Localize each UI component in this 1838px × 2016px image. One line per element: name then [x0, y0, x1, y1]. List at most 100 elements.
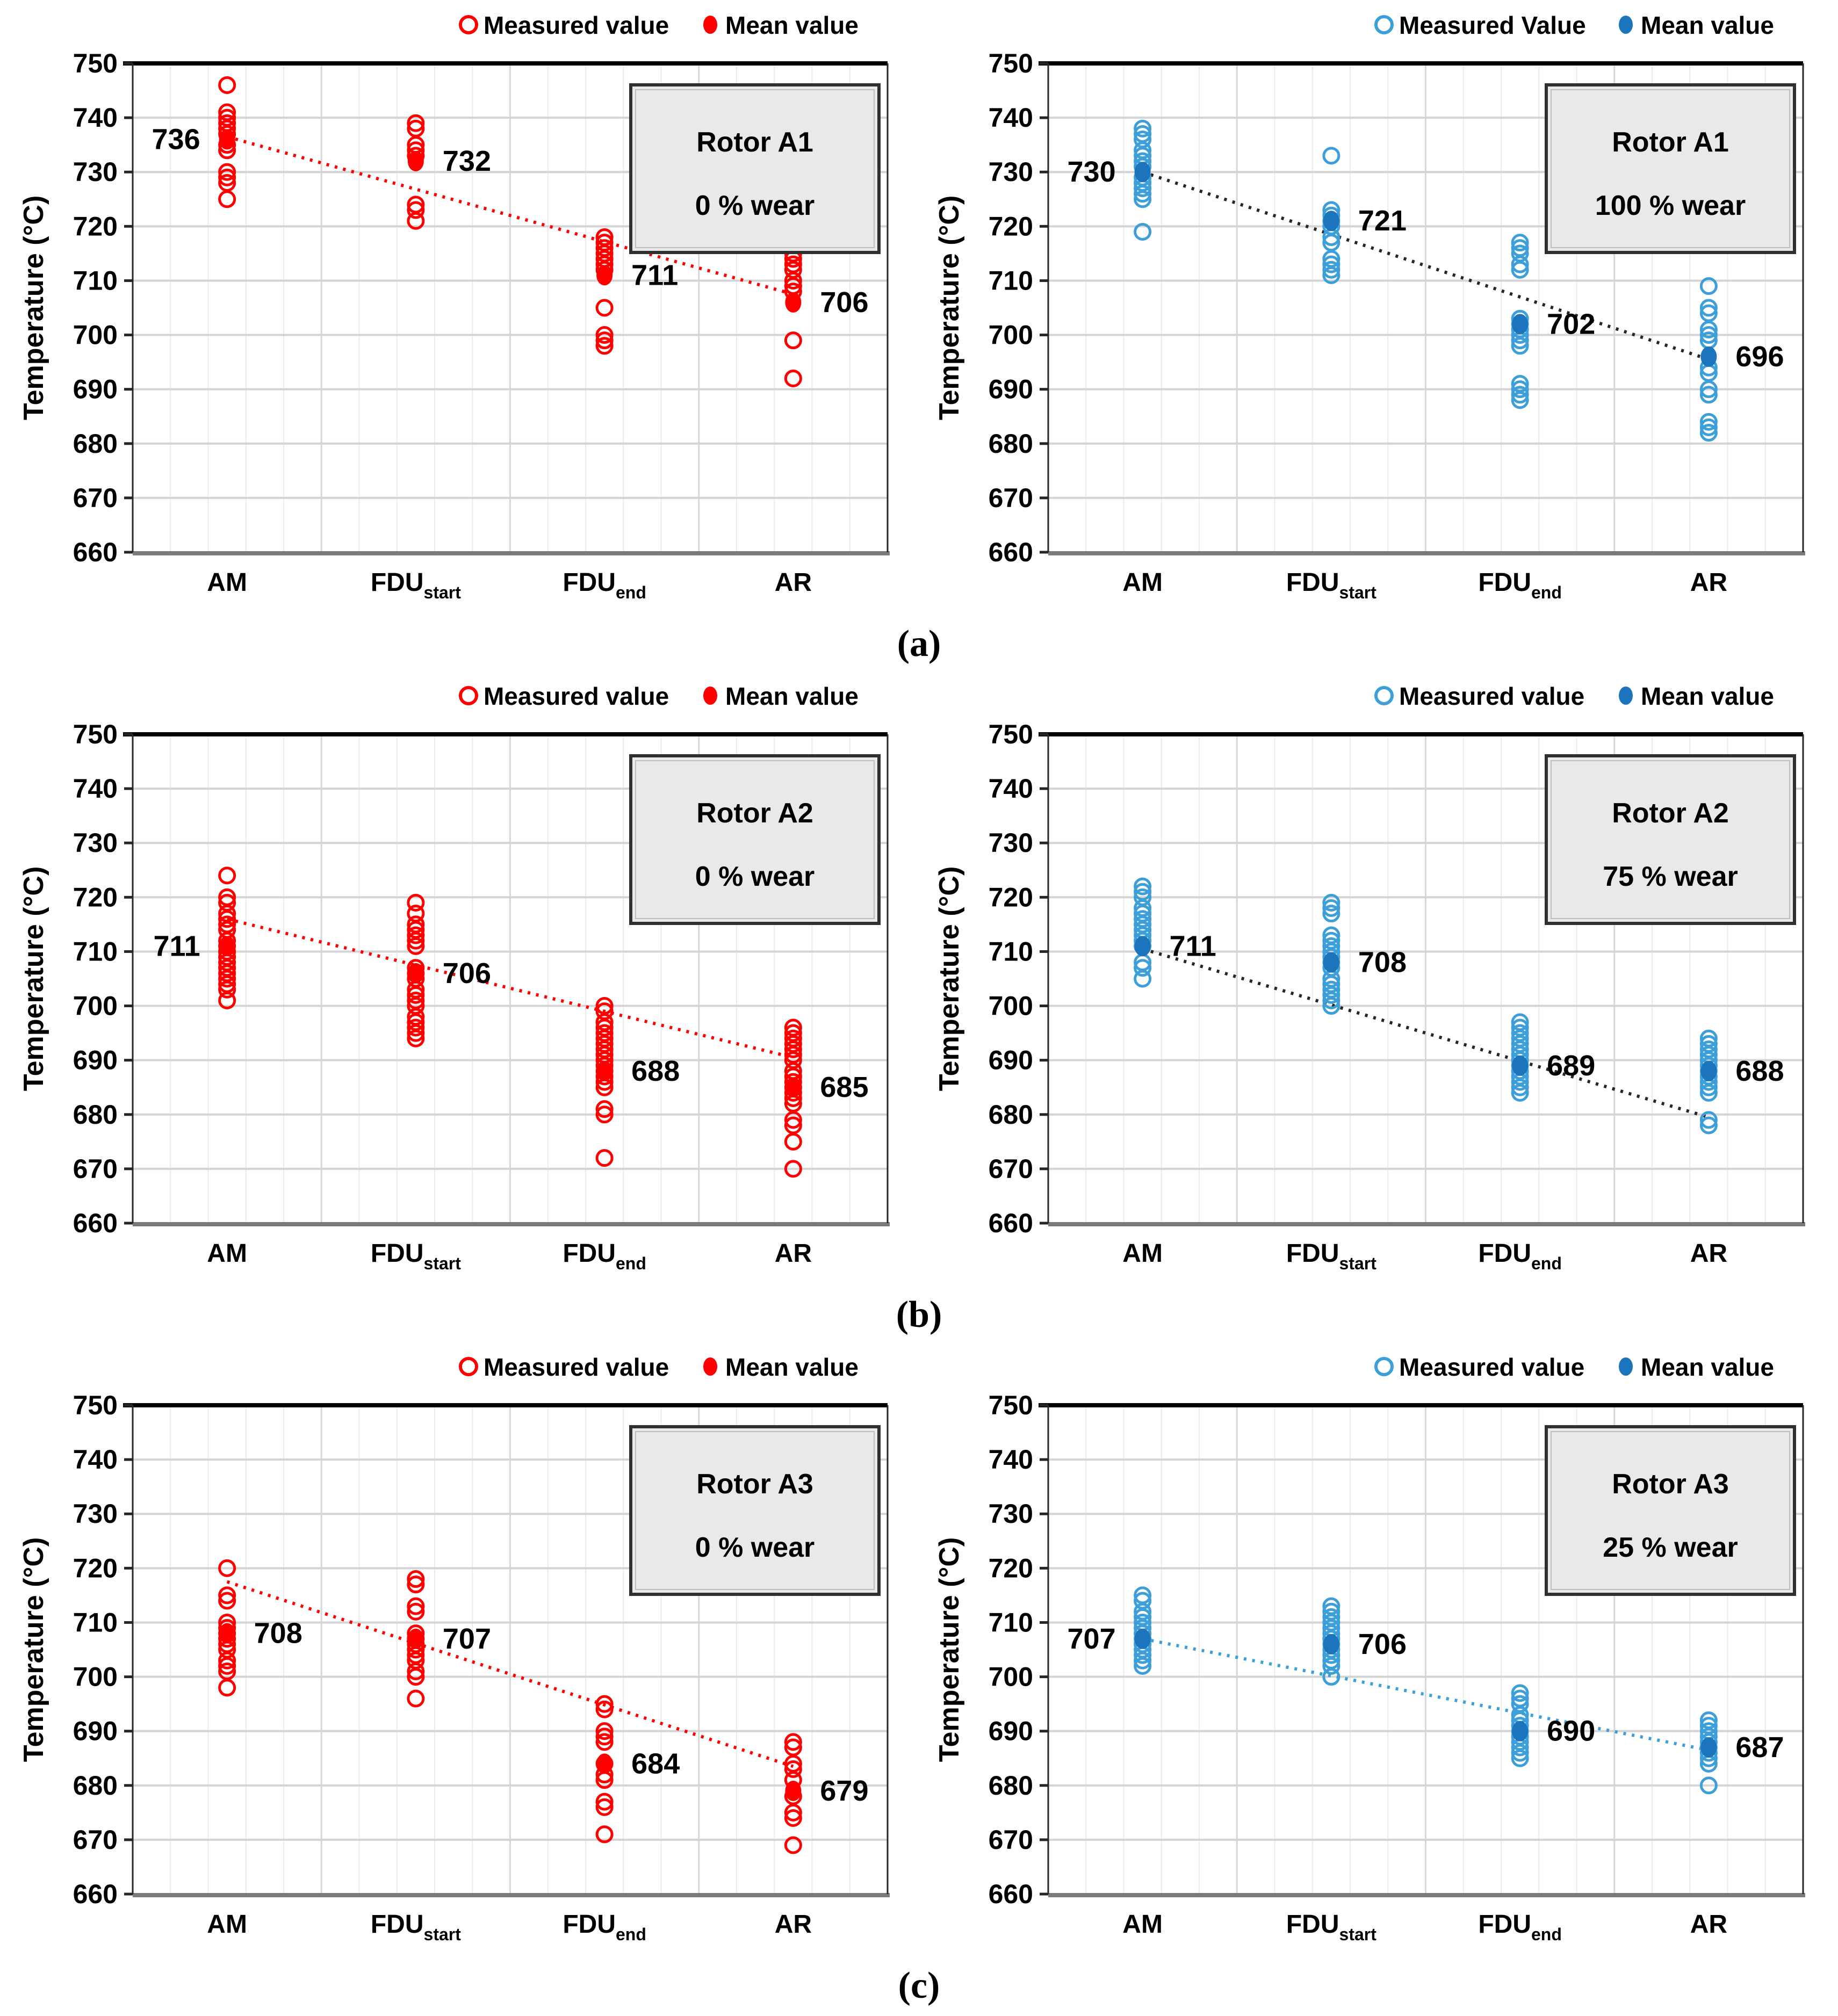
measured-point: [407, 1029, 425, 1047]
measured-point: [1699, 1116, 1718, 1135]
measured-point: [1134, 119, 1152, 138]
legend-filled-circle-icon: [703, 16, 717, 34]
measured-point: [218, 1559, 236, 1577]
y-tick-label: 740: [73, 1444, 118, 1475]
measured-point: [595, 331, 614, 350]
y-axis-title: Temperature (°C): [934, 196, 965, 421]
measured-point: [1134, 959, 1152, 977]
legend: Measured value Mean value: [459, 11, 859, 39]
x-tick-label: FDUstart: [371, 1239, 461, 1273]
legend-filled-circle-icon: [1619, 1357, 1633, 1376]
y-tick-label: 690: [73, 374, 118, 404]
measured-point: [1322, 261, 1340, 279]
x-tick-label: FDUstart: [1286, 1239, 1376, 1273]
y-tick-label: 740: [989, 1444, 1033, 1475]
measured-point: [1511, 391, 1529, 409]
measured-point: [407, 986, 425, 1004]
measured-point: [218, 1586, 236, 1605]
wear-subtitle: 100 % wear: [1595, 190, 1746, 221]
y-axis: 660 670 680 690 700 710 720 730 740 750: [989, 48, 1048, 567]
legend-open-circle-icon: [1374, 1357, 1394, 1376]
mean-point: [1323, 211, 1339, 232]
mean-value-label: 688: [631, 1055, 680, 1087]
legend-mean-label: Mean value: [725, 1353, 859, 1381]
y-tick-label: 660: [73, 537, 118, 567]
measured-point: [1699, 1111, 1718, 1129]
y-tick-label: 680: [73, 429, 118, 459]
y-tick-label: 730: [73, 828, 118, 858]
measured-point: [1134, 190, 1152, 208]
mean-point: [1134, 936, 1151, 957]
mean-point: [596, 1753, 613, 1774]
y-axis: 660 670 680 690 700 710 720 730 740 750: [989, 1390, 1048, 1909]
measured-point: [595, 1793, 614, 1811]
trend-line: [226, 135, 794, 296]
y-axis-title: Temperature (°C): [18, 866, 49, 1092]
mean-series: 730 721 702 696: [1068, 156, 1784, 373]
measured-point: [407, 1024, 425, 1042]
measured-point: [784, 1132, 802, 1151]
caption-c: (c): [898, 1965, 940, 2006]
measured-point: [407, 893, 425, 912]
y-axis-title: Temperature (°C): [18, 196, 49, 421]
chart-rotor-a3-25-wear: 660 670 680 690 700 710 720 730 740 750 Temperatur…: [927, 1345, 1819, 1960]
measured-point: [1511, 337, 1529, 355]
y-tick-label: 750: [73, 48, 118, 78]
measured-point: [1322, 991, 1340, 1009]
mean-point: [1323, 952, 1339, 973]
measured-point: [1699, 299, 1718, 317]
mean-point: [785, 292, 802, 313]
x-tick-label: FDUend: [1478, 1239, 1562, 1273]
y-tick-label: 670: [989, 1825, 1033, 1855]
chart-rotor-a2-75-wear: 660 670 680 690 700 710 720 730 740 750 Temperatur…: [927, 674, 1819, 1289]
title-box-rect: [629, 754, 881, 925]
measured-point: [784, 1111, 802, 1129]
mean-value-label: 711: [631, 259, 678, 291]
figure-row-b: 660 670 680 690 700 710 720 730 740 750 Temperatur…: [0, 674, 1838, 1289]
title-box: Rotor A1 0 % wear: [629, 83, 881, 254]
legend-mean-label: Mean value: [1641, 1353, 1774, 1381]
axes: [123, 732, 890, 1226]
title-box-inner-border: [1551, 1431, 1790, 1590]
mean-value-label: 732: [443, 145, 491, 177]
y-tick-label: 740: [73, 774, 118, 804]
x-tick-label: FDUstart: [1286, 1910, 1376, 1944]
y-tick-label: 690: [989, 374, 1033, 404]
title-box: Rotor A3 25 % wear: [1545, 1425, 1796, 1596]
measured-point: [1322, 893, 1340, 912]
measured-point: [1511, 1078, 1529, 1096]
x-tick-label: AM: [1122, 1239, 1163, 1268]
title-box-inner-border: [635, 760, 875, 919]
mean-point: [1134, 1628, 1151, 1649]
trend-line: [226, 917, 794, 1059]
caption-a: (a): [897, 623, 941, 664]
y-tick-label: 660: [989, 1879, 1033, 1909]
rotor-title: Rotor A3: [696, 1469, 813, 1500]
measured-point: [784, 271, 802, 290]
x-axis: AM FDUstart FDUend AR: [1122, 1239, 1727, 1273]
y-tick-label: 690: [73, 1045, 118, 1075]
x-tick-label: FDUend: [563, 568, 646, 602]
mean-point: [407, 1628, 424, 1649]
legend-open-circle-icon: [459, 15, 478, 34]
title-box-inner-border: [1551, 760, 1790, 919]
x-tick-label: AM: [1122, 1910, 1163, 1939]
caption-b: (b): [896, 1294, 942, 1335]
mean-value-label: 706: [820, 286, 868, 319]
rotor-title: Rotor A1: [696, 127, 813, 158]
measured-point: [1699, 1083, 1718, 1102]
y-tick-label: 670: [73, 483, 118, 513]
measured-point: [1511, 1684, 1529, 1702]
axes: [1039, 732, 1805, 1226]
chart-rotor-a1-0-wear: 660 670 680 690 700 710 720 730 740 750 Temperatur…: [12, 3, 904, 618]
x-tick-label: AR: [1690, 1239, 1727, 1268]
y-tick-label: 720: [989, 882, 1033, 912]
measured-point: [784, 1803, 802, 1822]
mean-point: [1512, 1055, 1529, 1076]
measured-point: [1699, 326, 1718, 344]
y-tick-label: 720: [989, 211, 1033, 241]
y-tick-label: 670: [989, 483, 1033, 513]
chart-svg: 660 670 680 690 700 710 720 730 740 750 Temperatur…: [18, 1353, 890, 1944]
mean-point: [407, 151, 424, 171]
